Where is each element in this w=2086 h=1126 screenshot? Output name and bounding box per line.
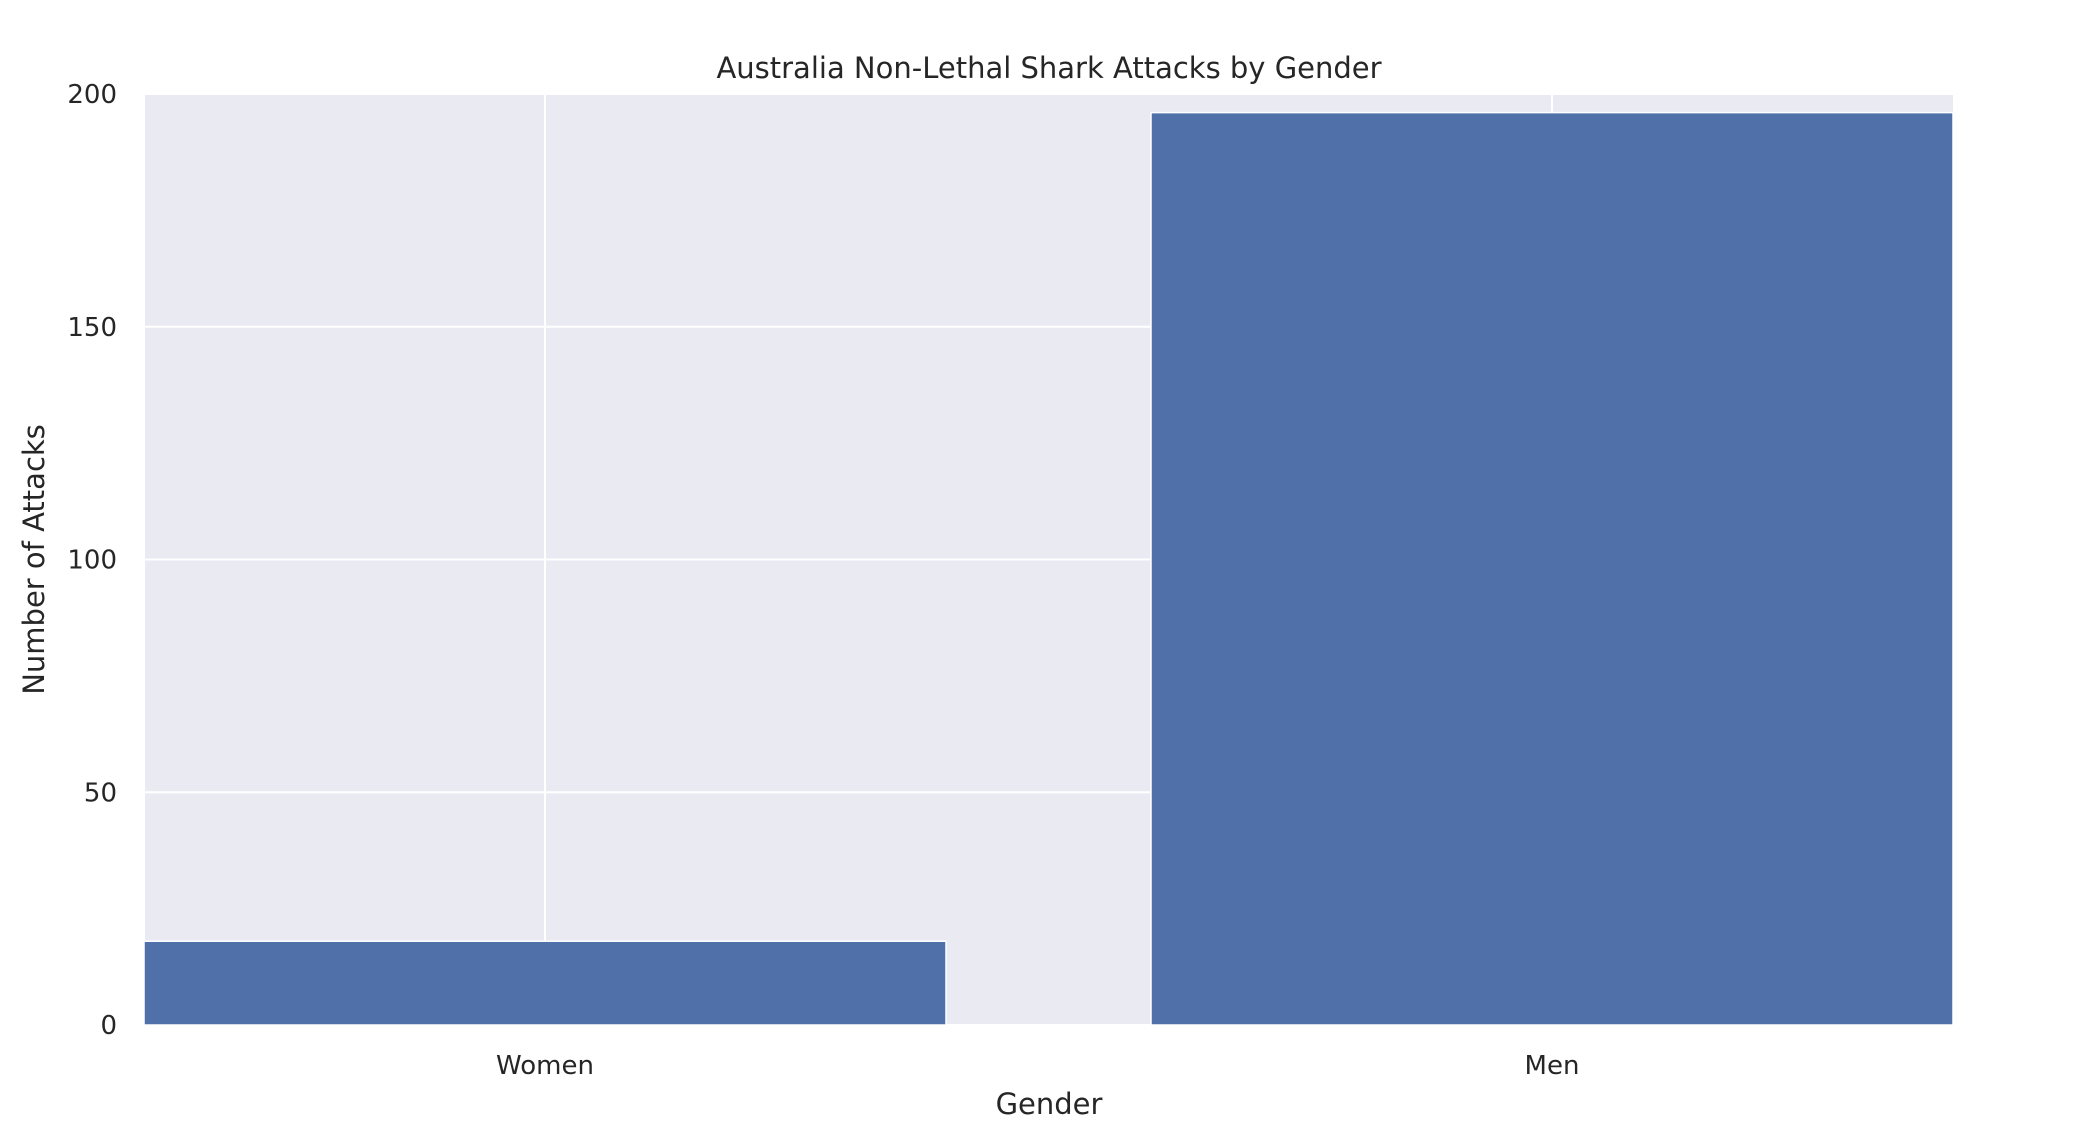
y-tick-label-0: 0 xyxy=(100,1011,117,1041)
bars xyxy=(143,111,1954,1026)
x-axis-ticks: Women Men xyxy=(496,1051,1579,1081)
x-tick-label-women: Women xyxy=(496,1051,594,1081)
y-tick-label-1: 50 xyxy=(84,778,117,808)
bar-women xyxy=(143,940,947,1026)
x-axis-title: Gender xyxy=(996,1087,1103,1121)
y-axis-title: Number of Attacks xyxy=(17,424,51,695)
chart-title: Australia Non-Lethal Shark Attacks by Ge… xyxy=(716,51,1381,85)
y-axis-ticks: 0 50 100 150 200 xyxy=(67,80,117,1041)
y-tick-label-4: 200 xyxy=(67,80,117,110)
y-tick-label-3: 150 xyxy=(67,313,117,343)
y-tick-label-2: 100 xyxy=(67,546,117,576)
x-tick-label-men: Men xyxy=(1525,1051,1580,1081)
bar-men xyxy=(1150,111,1954,1026)
